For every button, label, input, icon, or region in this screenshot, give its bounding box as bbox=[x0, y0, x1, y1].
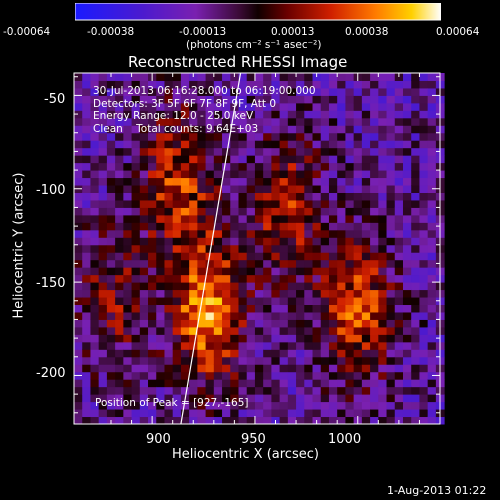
x-tick-label: 900 bbox=[146, 432, 171, 447]
colorbar-tick-label: 0.00038 bbox=[345, 26, 389, 38]
heatmap-pixels bbox=[74, 73, 445, 425]
render-timestamp: 1-Aug-2013 01:22 bbox=[387, 484, 487, 497]
observation-info: 30-Jul-2013 06:16:28.000 to 06:19:00.000… bbox=[93, 85, 316, 135]
colorbar-tick-label: -0.00064 bbox=[3, 26, 51, 38]
y-tick-label: -200 bbox=[36, 366, 66, 381]
peak-position-label: Position of Peak = [927,-165] bbox=[95, 397, 249, 409]
colorbar-tick-label: 0.00064 bbox=[436, 26, 480, 38]
x-tick-label: 950 bbox=[241, 432, 266, 447]
y-axis-label: Heliocentric Y (arcsec) bbox=[11, 172, 27, 319]
x-axis-label: Heliocentric X (arcsec) bbox=[172, 447, 319, 462]
y-tick-label: -150 bbox=[36, 276, 66, 291]
info-line-detectors: Detectors: 3F 5F 6F 7F 8F 9F, Att 0 bbox=[93, 97, 277, 110]
x-tick-label: 1000 bbox=[328, 432, 362, 447]
colorbar bbox=[75, 3, 441, 21]
plot-frame bbox=[73, 72, 441, 425]
info-line-energy: Energy Range: 12.0 - 25.0 keV bbox=[93, 110, 254, 122]
colorbar-tick-label: -0.00013 bbox=[179, 26, 227, 38]
info-line-time: 30-Jul-2013 06:16:28.000 to 06:19:00.000 bbox=[93, 85, 316, 97]
solar-limb-line bbox=[180, 72, 242, 425]
colorbar-tick-label: -0.00038 bbox=[87, 26, 135, 38]
colorbar-tick-label: 0.00013 bbox=[271, 26, 315, 38]
chart-title: Reconstructed RHESSI Image bbox=[128, 53, 348, 71]
colorbar-unit-label: (photons cm⁻² s⁻¹ asec⁻²) bbox=[186, 39, 322, 51]
y-tick-label: -100 bbox=[36, 183, 66, 198]
info-line-counts: Clean Total counts: 9.64E+03 bbox=[93, 122, 259, 135]
y-tick-label: -50 bbox=[44, 92, 66, 107]
